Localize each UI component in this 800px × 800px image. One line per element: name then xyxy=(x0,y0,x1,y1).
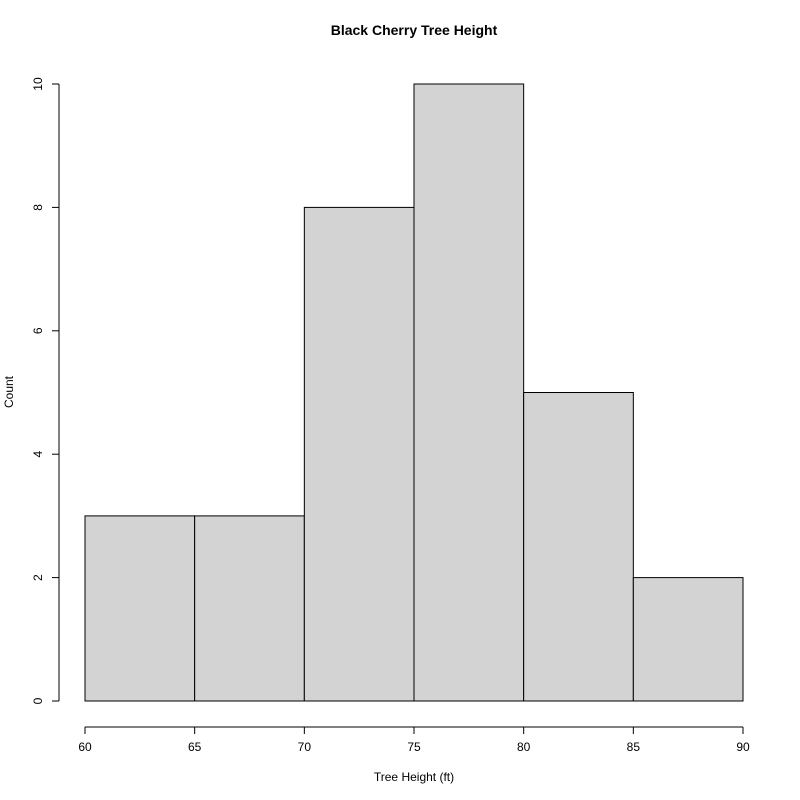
x-tick-label-75: 75 xyxy=(407,740,421,754)
x-tick-label-65: 65 xyxy=(188,740,202,754)
histogram-bar-1 xyxy=(194,515,305,702)
histogram-bar-2 xyxy=(303,206,415,702)
y-tick-label-6: 6 xyxy=(31,327,45,334)
histogram-bar-3 xyxy=(413,83,525,702)
y-axis-label: Count xyxy=(2,375,16,408)
histogram-bar-5 xyxy=(632,577,744,702)
x-axis-label: Tree Height (ft) xyxy=(374,770,454,784)
histogram-bar-0 xyxy=(84,515,196,702)
chart-title: Black Cherry Tree Height xyxy=(331,22,498,38)
bars-group xyxy=(84,83,744,702)
x-tick-label-60: 60 xyxy=(78,740,92,754)
x-axis: 60 65 70 75 80 85 90 xyxy=(78,726,750,754)
y-tick-label-2: 2 xyxy=(31,574,45,581)
y-tick-label-8: 8 xyxy=(31,204,45,211)
y-tick-label-4: 4 xyxy=(31,451,45,458)
histogram-bar-4 xyxy=(523,392,634,702)
x-tick-label-90: 90 xyxy=(736,740,750,754)
y-axis: 0 2 4 6 8 10 xyxy=(31,77,60,704)
y-tick-label-10: 10 xyxy=(31,77,45,91)
x-tick-label-85: 85 xyxy=(627,740,641,754)
x-tick-label-80: 80 xyxy=(517,740,531,754)
y-tick-label-0: 0 xyxy=(31,697,45,704)
x-tick-label-70: 70 xyxy=(298,740,312,754)
